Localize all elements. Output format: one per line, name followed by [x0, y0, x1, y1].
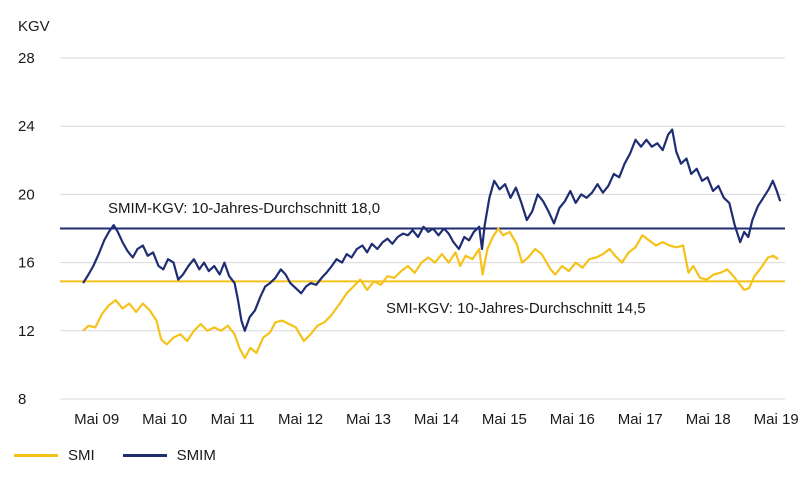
- x-tick-label: Mai 19: [754, 411, 799, 428]
- x-tick-label: Mai 13: [346, 411, 391, 428]
- smi-average-annotation: SMI-KGV: 10-Jahres-Durchschnitt 14,5: [386, 300, 646, 317]
- x-tick-label: Mai 18: [686, 411, 731, 428]
- y-tick-label: 20: [18, 186, 35, 203]
- x-tick-label: Mai 16: [550, 411, 595, 428]
- y-tick-label: 16: [18, 255, 35, 272]
- legend-swatch-smim: [122, 454, 167, 457]
- reference-lines: [60, 227, 785, 283]
- y-axis-label: KGV: [18, 18, 50, 35]
- x-tick-label: Mai 15: [482, 411, 527, 428]
- x-tick-label: Mai 12: [278, 411, 323, 428]
- x-tick-label: Mai 11: [211, 411, 255, 428]
- series-line-smim: [82, 128, 782, 332]
- legend-item-smi: SMI: [14, 447, 95, 464]
- y-tick-label: 12: [18, 323, 35, 340]
- y-tick-label: 24: [18, 118, 35, 135]
- x-axis-ticks: Mai 09 Mai 10 Mai 11 Mai 12 Mai 13 Mai 14 Mai …: [74, 411, 799, 428]
- series-line-smi: [82, 227, 779, 360]
- x-tick-label: Mai 09: [74, 411, 119, 428]
- smim-average-annotation: SMIM-KGV: 10-Jahres-Durchschnitt 18,0: [108, 200, 380, 217]
- legend-item-smim: SMIM: [122, 447, 216, 464]
- y-axis-ticks: 8 12 16 20 24 28: [18, 50, 35, 408]
- y-tick-label: 8: [18, 391, 26, 408]
- x-tick-label: Mai 14: [414, 411, 459, 428]
- legend-label-smim: SMIM: [176, 447, 216, 464]
- legend: SMI SMIM: [14, 447, 216, 464]
- legend-label-smi: SMI: [68, 447, 95, 464]
- legend-swatch-smi: [14, 454, 58, 457]
- y-tick-label: 28: [18, 50, 35, 67]
- x-tick-label: Mai 10: [142, 411, 187, 428]
- series-lines: [82, 128, 782, 360]
- x-tick-label: Mai 17: [618, 411, 663, 428]
